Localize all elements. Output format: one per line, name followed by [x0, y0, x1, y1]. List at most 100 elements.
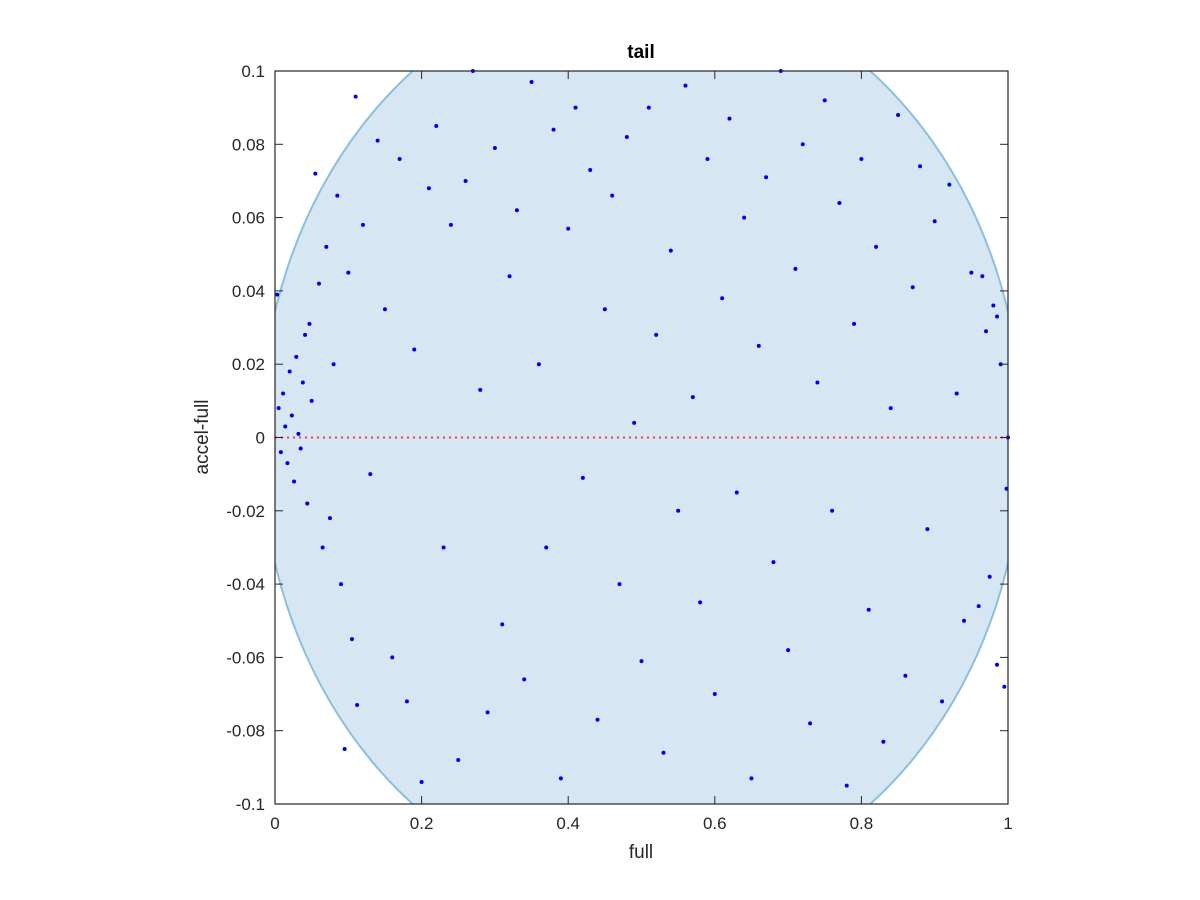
data-point	[676, 508, 681, 513]
data-point	[859, 156, 864, 161]
data-point	[954, 391, 959, 396]
data-point	[463, 178, 468, 183]
data-point	[419, 780, 424, 785]
data-point	[283, 424, 288, 429]
data-point	[275, 292, 280, 297]
data-point	[654, 332, 659, 337]
data-point	[995, 662, 1000, 667]
data-point	[375, 138, 380, 143]
data-point	[976, 604, 981, 609]
y-tick-label: 0.1	[241, 62, 265, 81]
y-axis-label: accel-full	[192, 400, 213, 475]
data-point	[588, 167, 593, 172]
data-point	[720, 296, 725, 301]
data-point	[764, 175, 769, 180]
x-tick-label: 1	[1003, 814, 1012, 833]
data-point	[910, 285, 915, 290]
data-point	[331, 362, 336, 367]
data-point	[342, 747, 347, 752]
x-tick-label: 0.8	[850, 814, 874, 833]
data-point	[289, 413, 294, 418]
data-point	[500, 622, 505, 627]
data-point	[320, 545, 325, 550]
data-point	[595, 717, 600, 722]
data-point	[874, 244, 879, 249]
data-point	[485, 710, 490, 715]
data-point	[624, 134, 629, 139]
data-point	[1002, 684, 1007, 689]
data-point	[984, 329, 989, 334]
data-point	[327, 516, 332, 521]
data-point	[727, 116, 732, 121]
data-point	[573, 105, 578, 110]
data-point	[852, 321, 857, 326]
data-point	[300, 380, 305, 385]
data-point	[793, 266, 798, 271]
data-point	[940, 699, 945, 704]
x-axis-label: full	[629, 842, 653, 863]
data-point	[639, 659, 644, 664]
data-point	[888, 406, 893, 411]
y-axis-ticks: -0.1 -0.08 -0.06 -0.04 -0.02 0 0.02 0.04 0.06 0.0…	[226, 62, 1008, 814]
data-point	[617, 582, 622, 587]
data-point	[285, 461, 290, 466]
data-point	[448, 222, 453, 227]
x-tick-label: 0.6	[703, 814, 727, 833]
data-point	[324, 244, 329, 249]
data-point	[566, 226, 571, 231]
data-point	[896, 112, 901, 117]
data-point	[837, 200, 842, 205]
data-point	[903, 673, 908, 678]
x-tick-label: 0.4	[556, 814, 580, 833]
data-point	[544, 545, 549, 550]
data-point	[646, 105, 651, 110]
data-point	[698, 600, 703, 605]
y-tick-label: 0.06	[232, 209, 265, 228]
data-point	[808, 721, 813, 726]
data-point	[368, 472, 373, 477]
x-axis-ticks: 0 0.2 0.4 0.6 0.8 1	[270, 71, 1013, 833]
data-point	[412, 347, 417, 352]
data-point	[987, 574, 992, 579]
data-point	[404, 699, 409, 704]
data-point	[309, 398, 314, 403]
data-point	[305, 501, 310, 506]
data-point	[281, 391, 286, 396]
data-point	[580, 475, 585, 480]
data-point	[830, 508, 835, 513]
data-point	[353, 94, 358, 99]
data-point	[742, 215, 747, 220]
region-ellipse	[275, 71, 1008, 804]
data-point	[866, 607, 871, 612]
y-tick-label: -0.02	[226, 502, 265, 521]
data-point	[296, 431, 301, 436]
data-point	[316, 281, 321, 286]
data-point	[294, 354, 299, 359]
data-point	[303, 332, 308, 337]
data-point	[434, 123, 439, 128]
y-tick-label: 0	[256, 429, 265, 448]
data-point	[881, 739, 886, 744]
data-point	[507, 274, 512, 279]
data-point	[800, 142, 805, 147]
data-point	[298, 446, 303, 451]
data-point	[771, 560, 776, 565]
data-point	[335, 193, 340, 198]
data-point	[529, 79, 534, 84]
data-point	[602, 307, 607, 312]
y-tick-label: -0.04	[226, 575, 265, 594]
data-point	[932, 219, 937, 224]
data-point	[756, 343, 761, 348]
data-point	[441, 545, 446, 550]
data-point	[918, 164, 923, 169]
data-point	[815, 380, 820, 385]
y-tick-label: 0.04	[232, 282, 265, 301]
data-point	[456, 758, 461, 763]
y-tick-label: -0.08	[226, 722, 265, 741]
plot-area	[275, 69, 1010, 804]
data-point	[313, 171, 318, 176]
data-point	[558, 776, 563, 781]
data-point	[390, 655, 395, 660]
data-point	[287, 369, 292, 374]
